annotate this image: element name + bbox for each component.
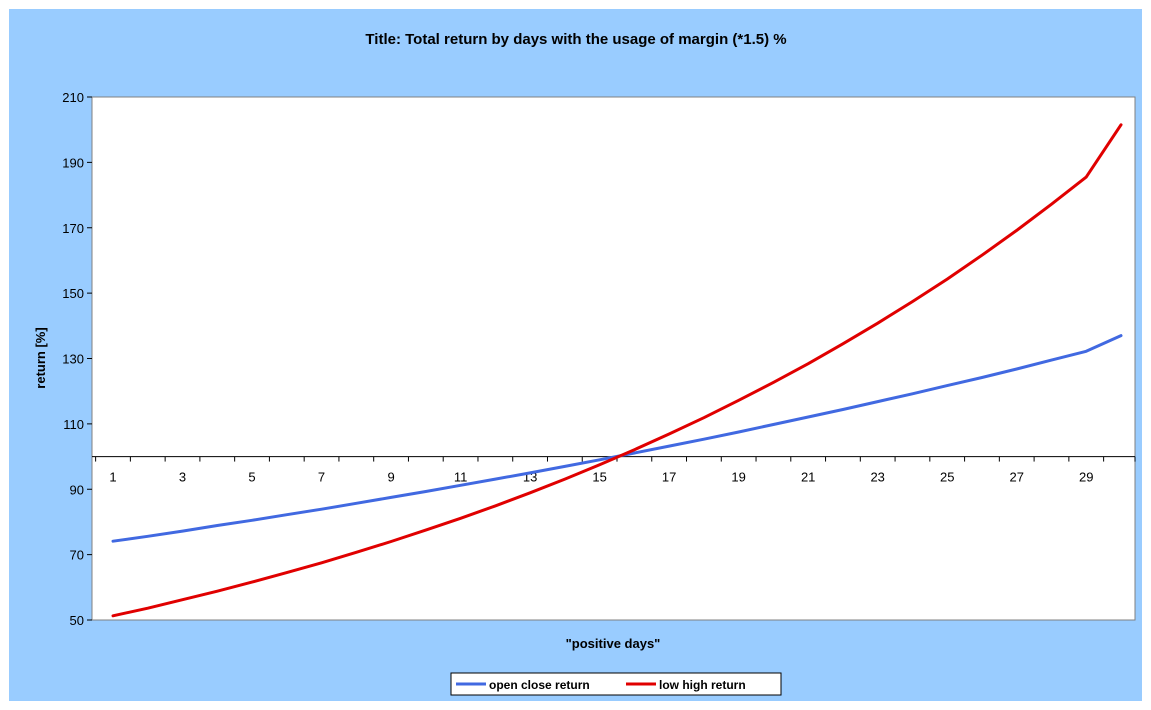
y-tick-label: 130 xyxy=(62,352,84,367)
x-tick-label: 15 xyxy=(592,470,606,485)
x-tick-label: 27 xyxy=(1009,470,1023,485)
x-tick-label: 7 xyxy=(318,470,325,485)
x-tick-label: 25 xyxy=(940,470,954,485)
y-tick-label: 70 xyxy=(70,548,84,563)
legend: open close return low high return xyxy=(450,672,782,696)
y-tick-label: 50 xyxy=(70,613,84,628)
x-tick-label: 19 xyxy=(731,470,745,485)
x-tick-label: 29 xyxy=(1079,470,1093,485)
plot-area xyxy=(91,96,1136,621)
y-tick-label: 150 xyxy=(62,286,84,301)
y-tick-label: 90 xyxy=(70,482,84,497)
x-tick-label: 3 xyxy=(179,470,186,485)
x-tick-label: 1 xyxy=(109,470,116,485)
x-tick-label: 11 xyxy=(454,470,468,485)
y-tick-label: 110 xyxy=(63,417,84,432)
x-axis-label: "positive days" xyxy=(566,636,661,651)
y-tick-label: 210 xyxy=(62,90,84,105)
series-line-low-high xyxy=(111,123,1123,618)
y-tick-label: 190 xyxy=(62,155,84,170)
chart-title: Title: Total return by days with the usa… xyxy=(365,31,786,48)
series-lines xyxy=(111,123,1123,618)
y-axis-label: return [%] xyxy=(33,327,48,388)
x-tick-label: 9 xyxy=(387,470,394,485)
legend-label-open-close: open close return xyxy=(489,678,590,692)
legend-label-low-high: low high return xyxy=(659,678,746,692)
x-tick-label: 5 xyxy=(248,470,255,485)
x-tick-label: 23 xyxy=(870,470,884,485)
legend-box xyxy=(450,672,782,696)
x-tick-label: 21 xyxy=(801,470,815,485)
x-tick-label: 17 xyxy=(662,470,676,485)
y-tick-label: 170 xyxy=(62,221,84,236)
